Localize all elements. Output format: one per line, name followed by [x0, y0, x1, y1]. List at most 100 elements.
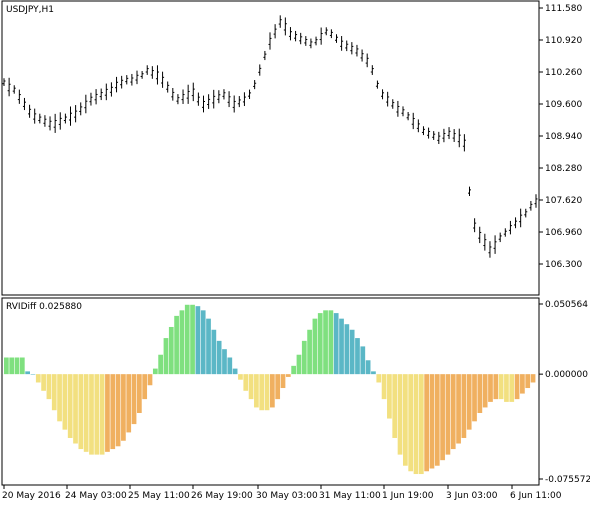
histogram-bar: [477, 374, 483, 413]
histogram-bar: [25, 371, 30, 375]
price-bar: [488, 241, 492, 258]
price-bar: [427, 127, 431, 139]
histogram-bar: [147, 374, 153, 386]
price-bar: [437, 131, 441, 145]
price-bar: [12, 85, 16, 94]
price-bar: [478, 226, 482, 244]
price-bar: [421, 126, 425, 136]
price-bar: [7, 77, 11, 97]
price-bar: [468, 186, 471, 196]
histogram-bar: [371, 371, 376, 375]
histogram-bar: [158, 354, 163, 375]
histogram-bar: [392, 374, 398, 438]
histogram-bar: [227, 357, 233, 375]
price-bar: [191, 82, 195, 102]
histogram-bar: [243, 374, 249, 391]
price-bar: [2, 78, 6, 87]
time-tick-label: 20 May 2016: [2, 491, 61, 501]
price-bar: [207, 94, 211, 109]
price-tick-label: 106.960: [545, 228, 582, 238]
price-bar: [166, 81, 170, 93]
histogram-bar: [254, 374, 259, 408]
price-bar: [140, 71, 144, 79]
histogram-bar: [19, 357, 25, 375]
histogram-bar: [365, 360, 371, 375]
indicator-histogram: [4, 304, 536, 475]
price-bar: [360, 49, 364, 62]
price-bar: [519, 208, 523, 228]
indicator-tick-label: 0.000000: [545, 370, 588, 380]
histogram-bar: [498, 374, 504, 400]
price-bar: [248, 89, 252, 100]
histogram-bar: [238, 374, 243, 380]
histogram-bar: [184, 304, 190, 375]
indicator-panel[interactable]: 0.050564 0.000000 -0.075572 RVIDiff 0.0258…: [1, 297, 590, 486]
time-tick-label: 1 Jun 19:00: [382, 491, 434, 501]
price-bar: [155, 65, 159, 85]
price-tick-label: 108.940: [545, 132, 582, 142]
histogram-bar: [307, 329, 312, 375]
histogram-bar: [259, 374, 265, 411]
histogram-bar: [35, 374, 41, 383]
histogram-bar: [440, 374, 445, 461]
histogram-bar: [328, 310, 334, 375]
histogram-bar: [296, 354, 302, 375]
price-bar: [314, 36, 318, 46]
price-bar: [227, 91, 231, 108]
price-panel[interactable]: 111.580 110.920 110.260 109.600 108.940 108.2…: [1, 0, 582, 296]
price-bar: [340, 36, 344, 51]
price-bar: [514, 217, 518, 229]
indicator-tick-label: -0.075572: [545, 475, 590, 485]
price-bar: [237, 96, 241, 108]
price-bar: [345, 40, 349, 52]
price-bar: [150, 66, 154, 79]
price-bar: [355, 44, 359, 57]
price-bar: [217, 90, 221, 104]
price-bar: [375, 80, 379, 89]
histogram-bar: [83, 374, 89, 452]
price-bar: [381, 89, 385, 100]
price-bar: [335, 34, 338, 43]
histogram-bar: [179, 310, 185, 375]
histogram-bar: [30, 374, 36, 375]
price-bar: [232, 95, 236, 113]
histogram-bar: [285, 374, 291, 377]
price-tick-label: 110.260: [545, 68, 582, 78]
price-bar: [503, 228, 507, 237]
price-bar: [396, 100, 400, 117]
histogram-bar: [57, 374, 62, 422]
price-bar: [493, 235, 497, 254]
price-bar: [33, 108, 37, 124]
histogram-bar: [355, 338, 360, 375]
price-tick-label: 110.920: [545, 36, 582, 46]
price-bar: [28, 104, 32, 118]
histogram-bar: [291, 365, 296, 375]
histogram-bar: [232, 368, 238, 375]
price-bar: [406, 111, 410, 121]
price-bar: [447, 127, 451, 140]
histogram-bar: [387, 374, 392, 419]
time-axis: 20 May 2016 24 May 03:00 25 May 11:00 26 Ma…: [2, 485, 562, 501]
histogram-bar: [248, 374, 254, 400]
price-bar: [278, 15, 282, 28]
price-bar: [181, 89, 185, 104]
price-bar: [432, 131, 436, 140]
price-bar: [324, 27, 328, 36]
histogram-bar: [317, 313, 323, 375]
histogram-bar: [67, 374, 73, 438]
histogram-bar: [445, 374, 451, 455]
price-bar: [442, 128, 446, 143]
price-bar: [171, 87, 175, 101]
price-bar: [401, 106, 405, 117]
price-bar: [411, 112, 415, 130]
price-bar: [283, 17, 287, 36]
histogram-bar: [275, 374, 281, 400]
price-bar: [94, 89, 98, 105]
histogram-bar: [450, 374, 456, 450]
price-bar: [452, 129, 456, 142]
histogram-bar: [349, 329, 355, 375]
histogram-bar: [264, 374, 270, 411]
price-bar: [386, 91, 390, 107]
